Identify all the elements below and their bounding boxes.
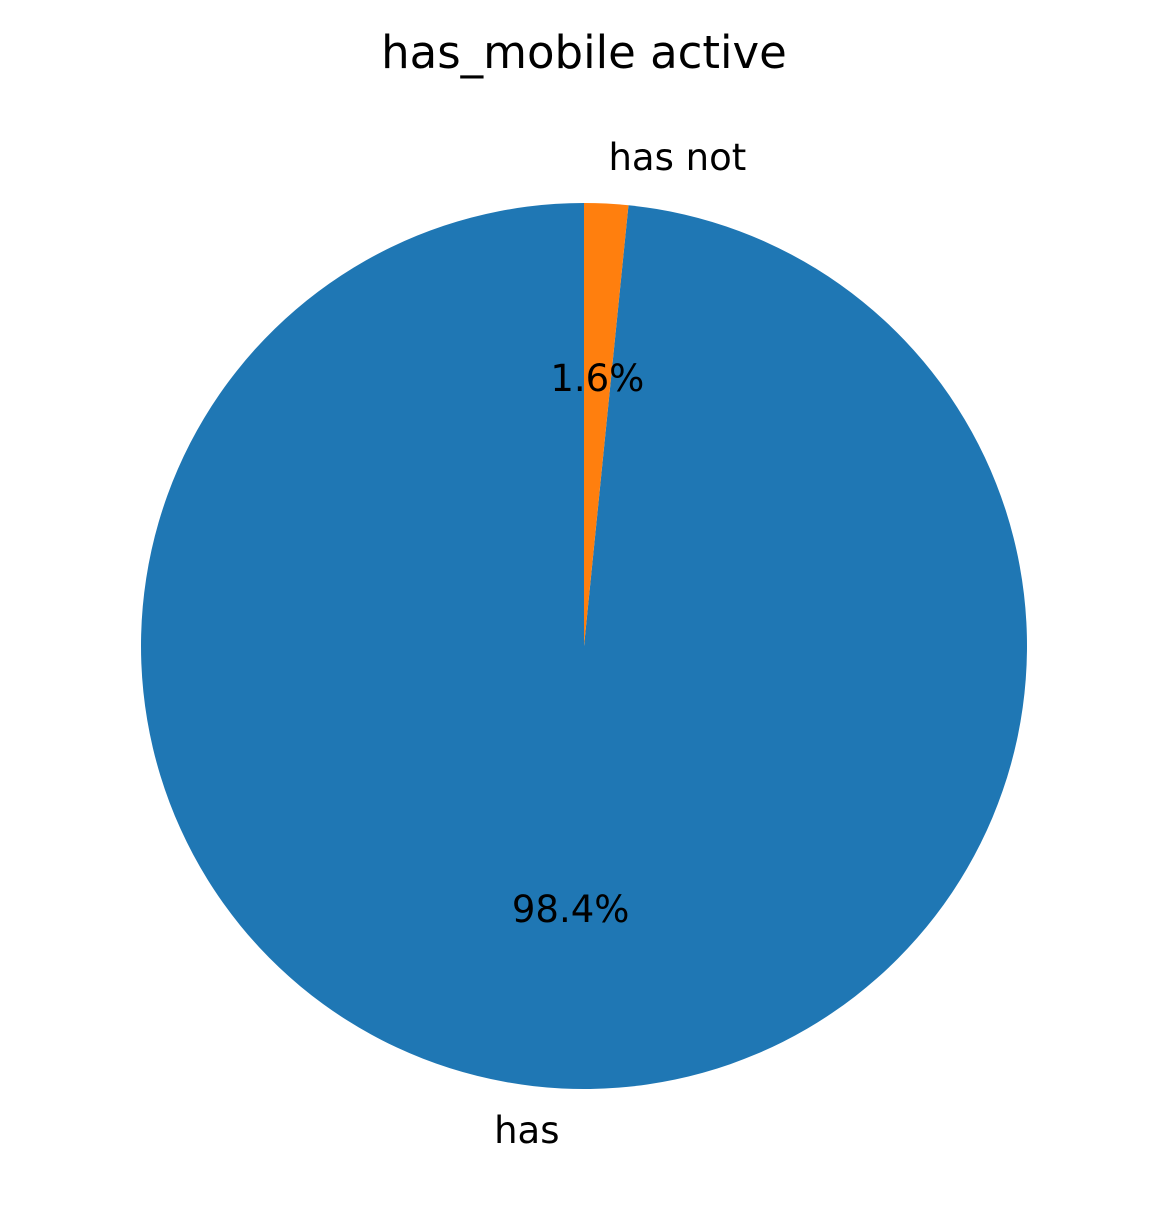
pie-slice-has xyxy=(141,203,1028,1089)
slice-label-has-not: has not xyxy=(608,136,746,179)
pie-slices xyxy=(141,203,1028,1089)
percent-label-has-not: 1.6% xyxy=(550,357,644,400)
pie-labels: has 98.4% has not 1.6% xyxy=(494,136,746,1152)
percent-label-has: 98.4% xyxy=(512,888,630,931)
slice-label-has: has xyxy=(494,1109,559,1152)
pie-slice-has-not xyxy=(584,203,629,646)
chart-title: has_mobile active xyxy=(381,26,787,79)
